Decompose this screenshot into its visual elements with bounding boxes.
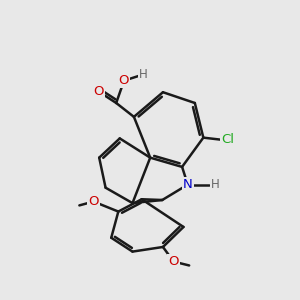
Text: O: O xyxy=(168,255,179,268)
Text: O: O xyxy=(93,85,104,98)
Text: H: H xyxy=(139,68,148,81)
Text: N: N xyxy=(183,178,193,191)
Text: Cl: Cl xyxy=(221,134,234,146)
Text: H: H xyxy=(211,178,220,191)
Text: O: O xyxy=(119,74,129,87)
Text: O: O xyxy=(88,195,99,208)
